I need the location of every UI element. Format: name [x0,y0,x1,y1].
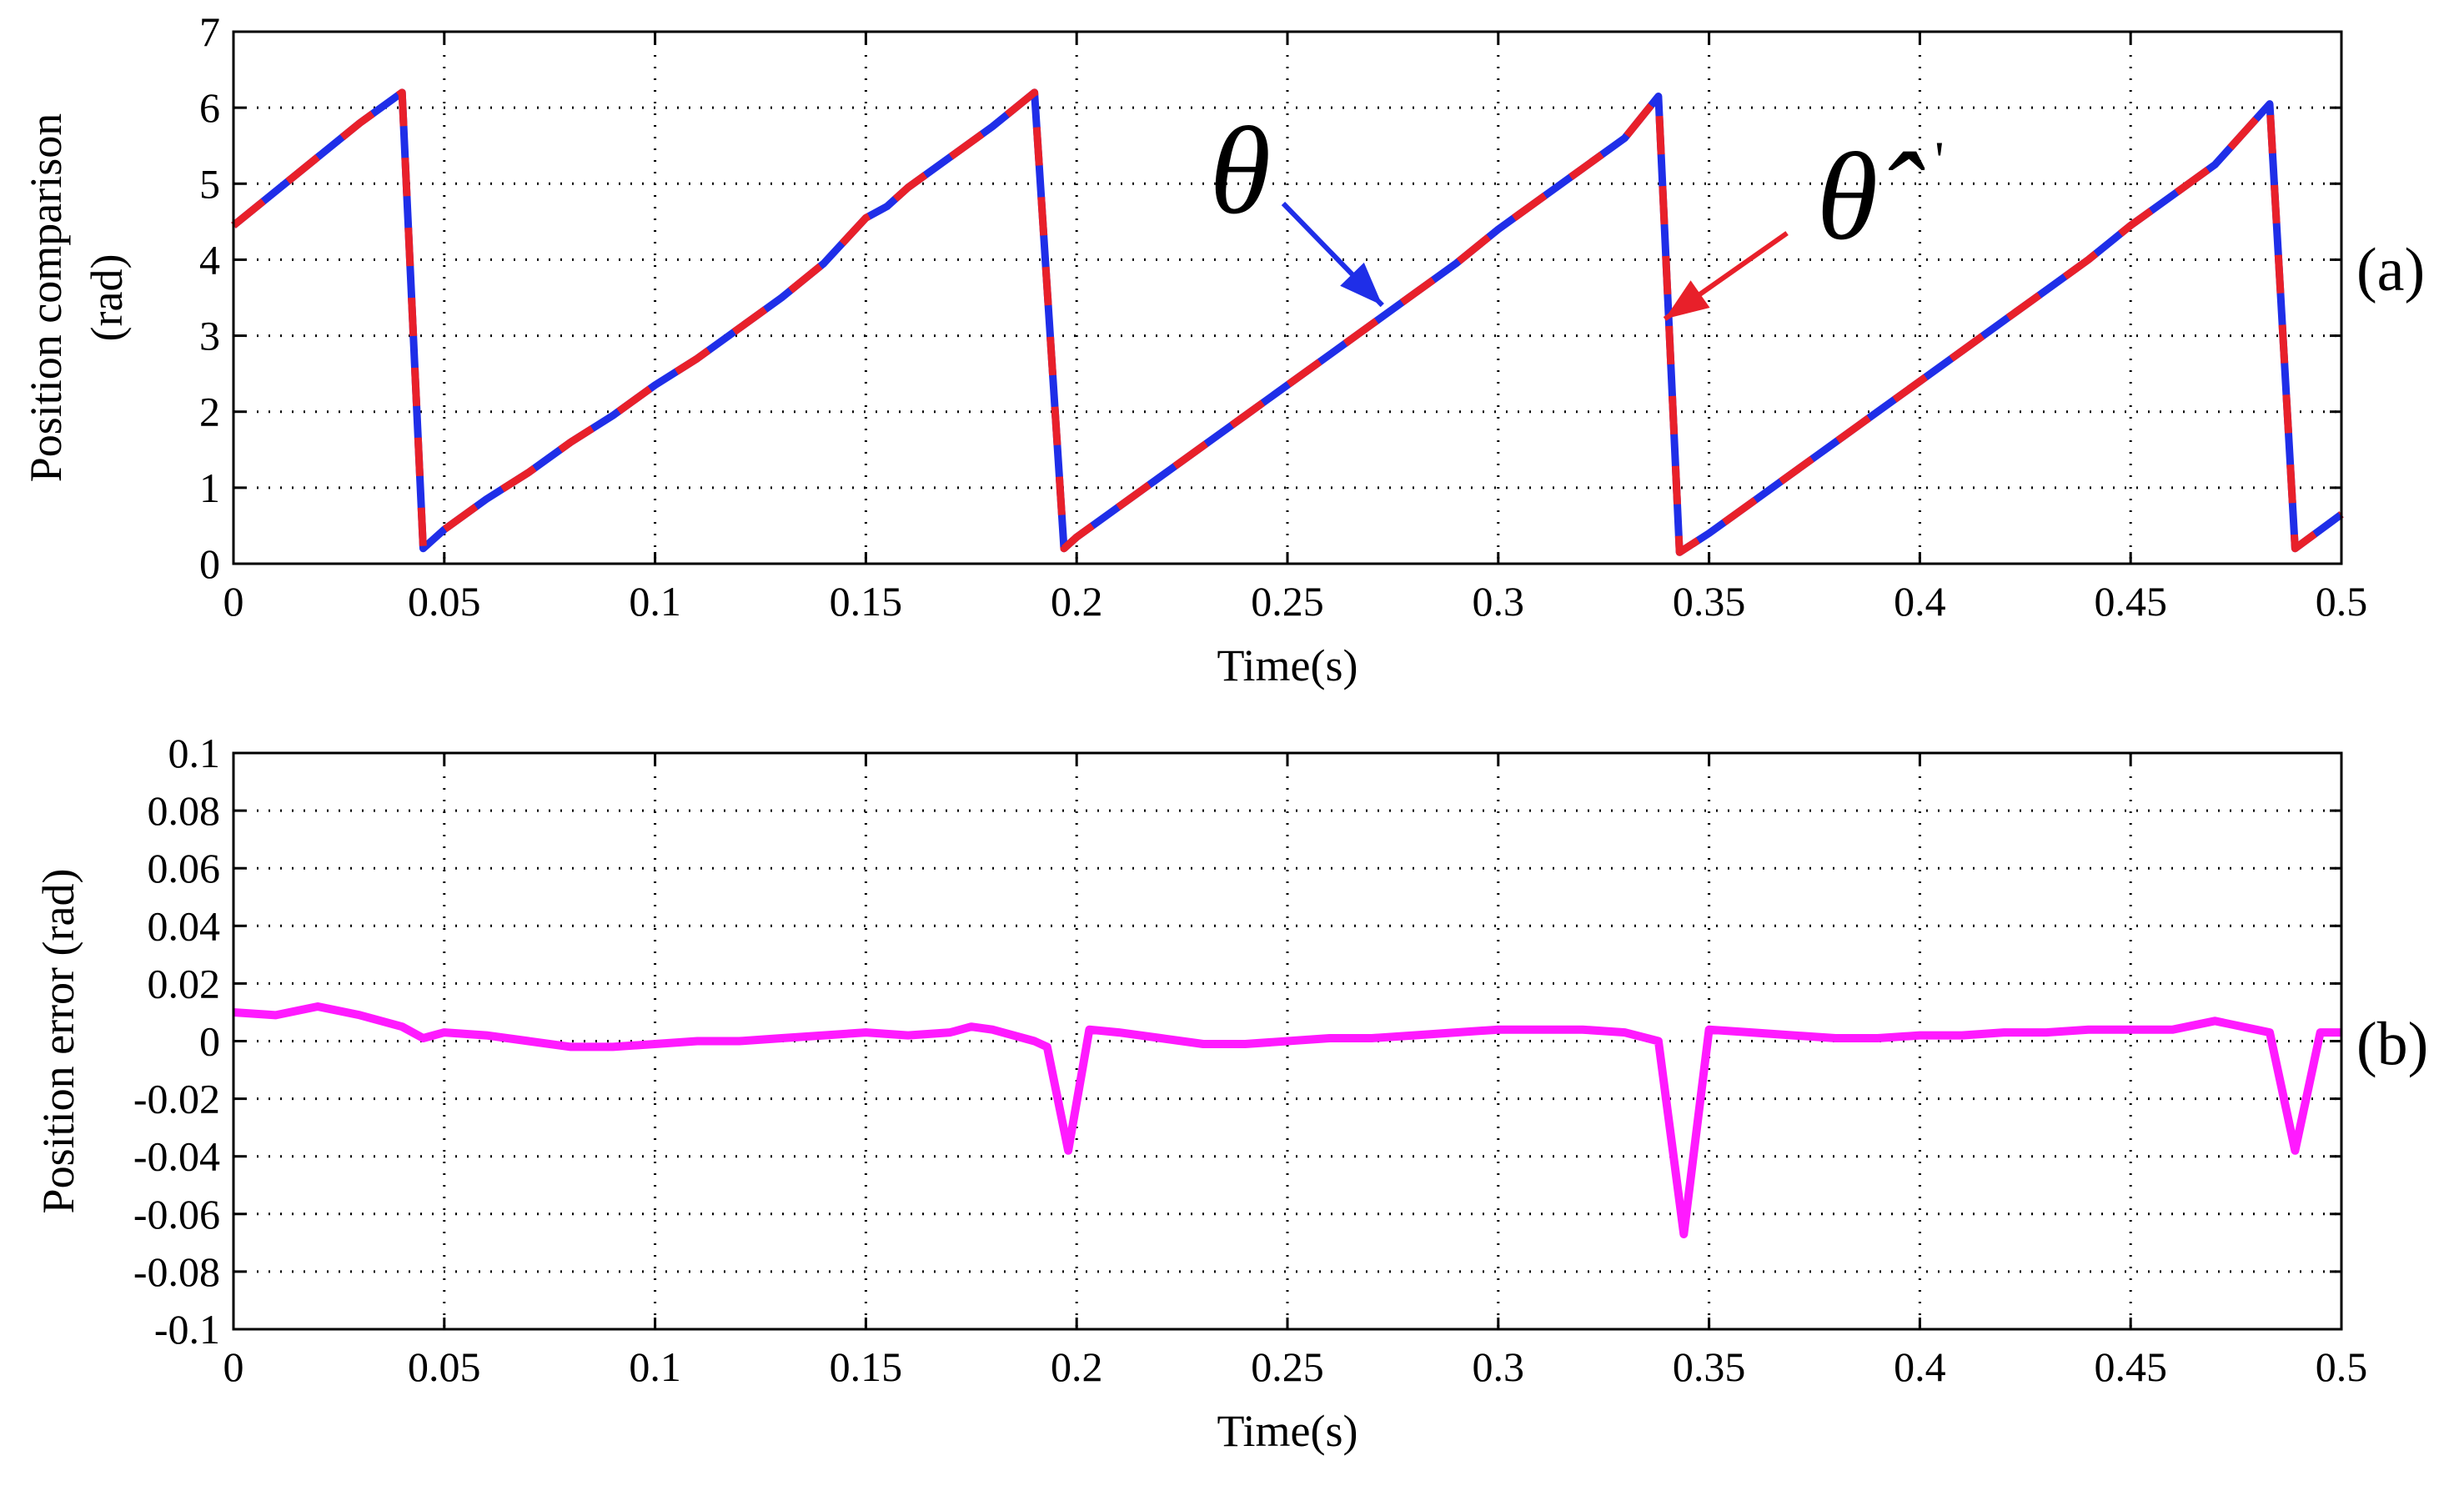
panel-a-xtick-label-7: 0.35 [1673,578,1746,625]
panel-b-xtick-label-6: 0.3 [1473,1343,1525,1390]
panel-b-x-tick-labels: 0 0.05 0.1 0.15 0.2 0.25 0.3 0.35 0.4 0.45 0.5 [223,753,2368,1390]
panel-b-grid [233,753,2341,1329]
panel-b-ytick-label-4: 0.02 [148,960,221,1007]
panel-b-xtick-label-4: 0.2 [1051,1343,1103,1390]
panel-b-y-tick-labels: 0.1 0.08 0.06 0.04 0.02 0 -0.02 -0.04 -0.06 -0.08… [133,730,2341,1353]
panel-b-xtick-label-1: 0.05 [408,1343,481,1390]
panel-a-series [231,88,2344,556]
panel-b-xtick-label-8: 0.4 [1894,1343,1946,1390]
panel-b-position-error: 0 0.05 0.1 0.15 0.2 0.25 0.3 0.35 0.4 0.45 0.5 0.1… [33,730,2428,1456]
panel-a-ytick-label-3: 3 [199,313,220,359]
panel-b-xtick-label-3: 0.15 [830,1343,903,1390]
panel-a-xtick-label-10: 0.5 [2316,578,2368,625]
panel-a-xtick-label-4: 0.2 [1051,578,1103,625]
panel-b-label: (b) [2356,1011,2428,1079]
panel-a-xtick-label-0: 0 [223,578,244,625]
panel-a-x-tick-labels: 0 0.05 0.1 0.15 0.2 0.25 0.3 0.35 0.4 0.45 0.5 [223,32,2368,625]
panel-a-ytick-label-1: 1 [199,464,220,511]
panel-b-xtick-label-5: 0.25 [1251,1343,1324,1390]
theta-hat-arrow-head [1664,280,1710,319]
panel-a-xtick-label-1: 0.05 [408,578,481,625]
panel-b-ytick-label-0: 0.1 [168,730,221,776]
panel-a-series-1 [231,88,2344,556]
theta-annotation: θ [1209,102,1384,308]
panel-b-ytick-label-5: 0 [199,1018,220,1065]
panel-b-ytick-label-9: -0.08 [133,1248,220,1295]
panel-a-label: (a) [2356,236,2425,304]
panel-b-ytick-label-10: -0.1 [154,1306,220,1353]
panel-b-ytick-label-7: -0.04 [133,1133,220,1180]
panel-a-x-axis-title: Time(s) [1217,640,1357,690]
panel-b-xtick-label-0: 0 [223,1343,244,1390]
panel-a-ytick-label-6: 6 [199,84,220,131]
panel-a-ytick-label-7: 7 [199,8,220,55]
theta-hat-prime-mark: ' [1935,130,1945,189]
panel-b-series-0 [233,1002,2341,1238]
panel-a-grid [233,32,2341,564]
panel-b-xtick-label-7: 0.35 [1673,1343,1746,1390]
panel-b-x-axis-title: Time(s) [1217,1406,1357,1456]
panel-a-xtick-label-5: 0.25 [1251,578,1324,625]
panel-a-xtick-label-6: 0.3 [1473,578,1525,625]
panel-a-xtick-label-2: 0.1 [629,578,681,625]
panel-a-ytick-label-0: 0 [199,540,220,587]
panel-b-ytick-label-1: 0.08 [148,787,221,834]
panel-a-y-axis-title-line2: (rad) [82,254,132,342]
theta-hat-annotation: θ̂ ' [1663,128,1945,321]
panel-a-y-tick-labels: 0 1 2 3 4 5 6 7 [199,8,2341,587]
panel-a-xtick-label-8: 0.4 [1894,578,1946,625]
theta-hat-symbol-label: θ̂ [1817,128,1926,266]
panel-a-frame [232,30,2343,565]
panel-b-y-axis-title: Position error (rad) [33,869,83,1214]
panel-b-xtick-label-2: 0.1 [629,1343,681,1390]
panel-b-ytick-label-6: -0.02 [133,1076,220,1122]
panel-a-ytick-label-4: 4 [199,236,220,283]
panel-a-xtick-label-3: 0.15 [830,578,903,625]
panel-b-xtick-label-10: 0.5 [2316,1343,2368,1390]
panel-a-xtick-label-9: 0.45 [2094,578,2167,625]
panel-b-ytick-label-3: 0.04 [148,902,221,949]
theta-arrow-head [1340,262,1383,306]
theta-symbol-label: θ [1209,102,1271,240]
panel-a-position-comparison: 0 0.05 0.1 0.15 0.2 0.25 0.3 0.35 0.4 0.45 0.5 0 1 2… [21,8,2425,690]
panel-b-ytick-label-2: 0.06 [148,845,221,891]
panel-a-ytick-label-2: 2 [199,389,220,435]
panel-a-y-axis-title-line1: Position comparison [21,113,71,483]
panel-a-ytick-label-5: 5 [199,160,220,207]
panel-b-series [233,1002,2341,1238]
panel-b-ytick-label-8: -0.06 [133,1191,220,1237]
panel-b-xtick-label-9: 0.45 [2094,1343,2167,1390]
